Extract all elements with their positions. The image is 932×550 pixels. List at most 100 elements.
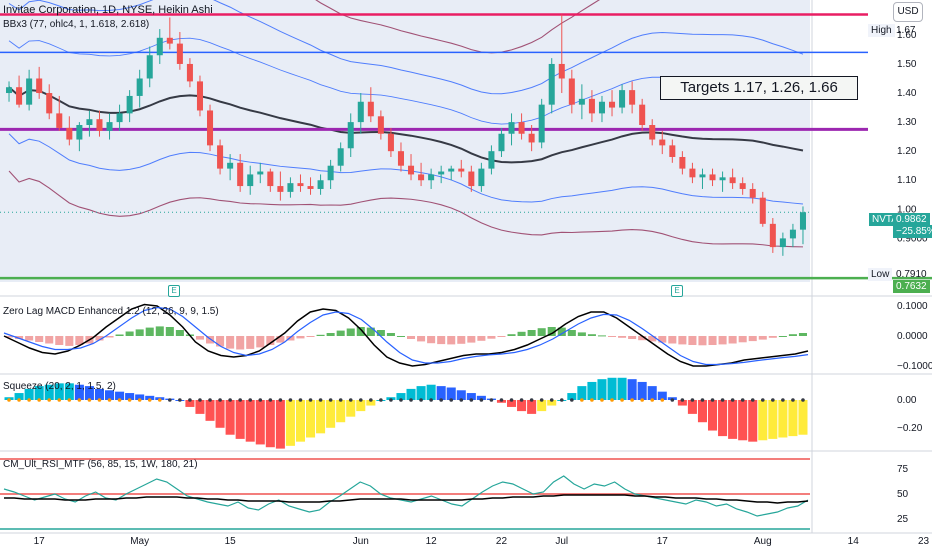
- y-tick-label: 0.00: [897, 395, 917, 406]
- macd-histogram-bar: [296, 336, 305, 339]
- macd-histogram-bar: [105, 336, 114, 338]
- macd-histogram-bar: [115, 334, 124, 336]
- earnings-marker[interactable]: E: [168, 285, 180, 297]
- candle-body: [689, 168, 696, 178]
- squeeze-bar: [265, 400, 275, 448]
- squeeze-bar: [517, 400, 527, 412]
- rsi-line: [4, 494, 809, 504]
- macd-line: [3, 306, 809, 366]
- x-tick-label: Jul: [555, 536, 568, 547]
- squeeze-bar: [768, 400, 778, 439]
- high-label-tag: High: [868, 24, 895, 37]
- symbol-tag: NVTA: [869, 213, 901, 226]
- squeeze-bar: [647, 386, 657, 400]
- macd-histogram-bar: [517, 331, 526, 336]
- low-value-tag: 0.7910: [896, 269, 927, 280]
- horizontal-levels: [0, 13, 932, 280]
- squeeze-dot: [188, 398, 192, 402]
- macd-histogram-bar: [698, 336, 707, 346]
- macd-histogram-bar: [175, 330, 184, 336]
- moving-average-line: [8, 86, 804, 164]
- macd-histogram-bar: [457, 336, 466, 344]
- squeeze-bar: [587, 381, 597, 400]
- candle-body: [458, 168, 465, 172]
- candle-body: [387, 133, 394, 152]
- y-tick-label: 1.20: [897, 146, 917, 157]
- candle-body: [408, 165, 415, 175]
- macd-histogram-bar: [125, 331, 134, 336]
- squeeze-dot: [740, 398, 745, 402]
- support-tag: 0.7632: [893, 280, 930, 293]
- squeeze-dot: [328, 398, 333, 402]
- macd-histogram-bar: [95, 336, 104, 341]
- macd-histogram-bar: [306, 336, 315, 337]
- macd-histogram-bar: [346, 328, 355, 336]
- squeeze-dot: [760, 398, 765, 402]
- squeeze-bar: [366, 400, 376, 406]
- squeeze-dot: [198, 398, 202, 402]
- y-tick-label: 0.1000: [897, 301, 928, 312]
- squeeze-dot: [750, 398, 755, 402]
- squeeze-dot: [539, 398, 544, 402]
- currency-button[interactable]: USD: [893, 2, 923, 22]
- squeeze-bar: [34, 386, 44, 400]
- squeeze-dot: [67, 398, 72, 402]
- squeeze-bar: [275, 400, 285, 449]
- candle-body: [418, 174, 425, 181]
- squeeze-bar: [476, 395, 486, 400]
- squeeze-dot: [308, 398, 313, 402]
- candle-body: [699, 174, 706, 178]
- macd-histogram-bar: [748, 336, 757, 342]
- squeeze-bar: [778, 400, 788, 438]
- squeeze-bar: [346, 400, 356, 417]
- y-tick-label: 1.40: [897, 88, 917, 99]
- candle-body: [438, 171, 445, 175]
- candle-body: [739, 183, 746, 189]
- squeeze-dot: [238, 398, 242, 402]
- squeeze-dot: [147, 398, 152, 402]
- macd-label: Zero Lag MACD Enhanced 1.2 (12, 26, 9, 9…: [3, 306, 219, 317]
- earnings-marker[interactable]: E: [671, 285, 683, 297]
- squeeze-dot: [730, 398, 735, 402]
- candle-body: [267, 171, 274, 187]
- y-tick-label: 1.00: [897, 204, 917, 215]
- squeeze-bar: [738, 400, 748, 441]
- squeeze-dot: [781, 398, 785, 402]
- squeeze-bar: [94, 388, 104, 400]
- squeeze-dot: [208, 398, 212, 402]
- macd-histogram-bar: [738, 336, 747, 343]
- change-tag: −25.85%: [893, 225, 932, 238]
- x-tick-label: 15: [225, 536, 237, 547]
- macd-histogram-bar: [206, 336, 215, 344]
- macd-histogram-bar: [165, 327, 174, 336]
- squeeze-dot: [700, 398, 705, 402]
- squeeze-dot: [348, 398, 353, 402]
- candle-body: [639, 104, 646, 126]
- squeeze-bar: [74, 384, 84, 400]
- candle-body: [709, 174, 716, 181]
- macd-histogram-bar: [155, 326, 164, 336]
- squeeze-bar: [306, 400, 316, 438]
- squeeze-dot: [228, 398, 232, 402]
- candle-body: [498, 133, 505, 152]
- squeeze-dot: [570, 398, 574, 402]
- macd-histogram-bar: [65, 336, 74, 346]
- main-pane-bg: [0, 0, 810, 282]
- candle-body: [196, 81, 203, 111]
- squeeze-dot: [127, 398, 132, 402]
- squeeze-dot: [27, 398, 31, 402]
- squeeze-dot: [258, 398, 263, 402]
- squeeze-dot: [248, 398, 253, 402]
- candle-body: [126, 95, 133, 114]
- squeeze-bar: [798, 400, 808, 435]
- y-tick-label: 1.10: [897, 175, 917, 186]
- y-tick-label: 0.0000: [897, 331, 928, 342]
- squeeze-dot: [499, 398, 504, 402]
- candle-body: [448, 168, 455, 172]
- candle-body: [146, 55, 153, 79]
- macd-histogram-bar: [527, 330, 536, 336]
- macd-histogram-bar: [668, 336, 677, 344]
- candle-body: [588, 98, 595, 114]
- macd-line: [3, 303, 809, 367]
